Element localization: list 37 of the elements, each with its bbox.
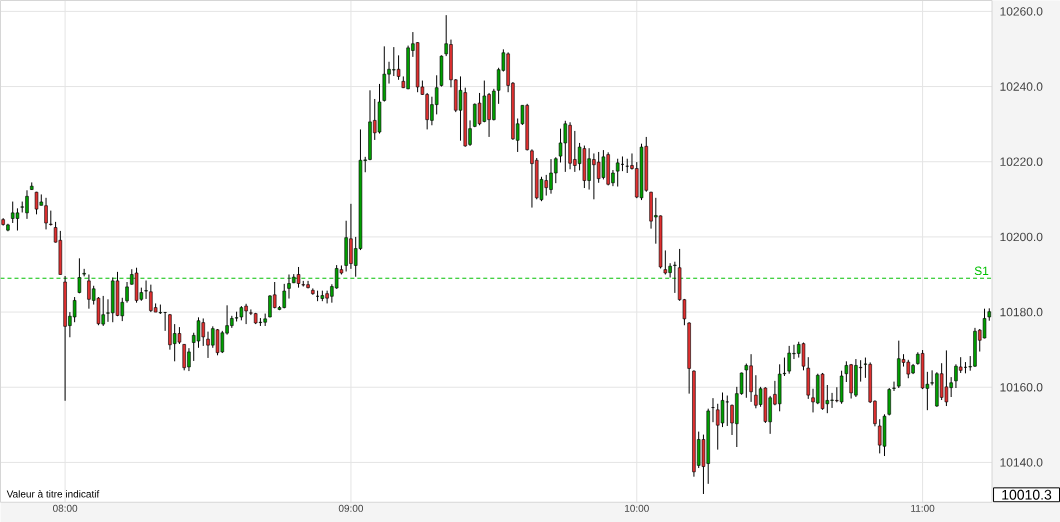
text: 10010.3 xyxy=(1002,489,1052,500)
candlestick xyxy=(663,249,668,275)
candlestick xyxy=(125,281,129,304)
candlestick xyxy=(196,316,201,349)
candlestick xyxy=(944,349,949,407)
y-tick-label: 10160.0 xyxy=(1000,382,1043,392)
candlestick xyxy=(596,151,601,184)
candlestick xyxy=(72,296,77,323)
candlestick xyxy=(615,158,620,187)
x-tick-label: 08:00 xyxy=(52,504,78,512)
candlestick xyxy=(720,391,725,428)
candlestick xyxy=(287,273,291,299)
y-tick-label: 10240.0 xyxy=(1000,82,1043,91)
candlestick xyxy=(77,257,82,294)
y-tick-label: 10260.0 xyxy=(1000,7,1043,16)
x-tick-label: 11:00 xyxy=(911,504,935,512)
candlestick xyxy=(620,155,625,172)
x-tick-label: 09:00 xyxy=(338,504,364,512)
candlestick xyxy=(215,328,220,356)
candlestick xyxy=(477,92,482,126)
candlestick xyxy=(15,207,20,231)
candlestick xyxy=(744,362,749,399)
candlestick xyxy=(892,380,896,392)
candlestick xyxy=(982,308,987,339)
y-tick-label: 10140.0 xyxy=(1000,458,1043,467)
candlestick xyxy=(673,261,677,294)
annotation: Valeur à titre indicatif xyxy=(6,489,100,498)
y-tick-label: 10220.0 xyxy=(1000,157,1043,166)
ref-line-label: S1 xyxy=(974,266,989,275)
candlestick xyxy=(963,361,968,374)
y-tick-label: 10180.0 xyxy=(1000,307,1043,317)
x-tick-label: 10:00 xyxy=(625,504,649,512)
candlestick xyxy=(296,266,301,289)
candlestick xyxy=(396,54,401,81)
candlestick xyxy=(163,311,167,332)
y-tick-label: 10200.0 xyxy=(1000,232,1043,242)
candlestick xyxy=(801,341,806,371)
